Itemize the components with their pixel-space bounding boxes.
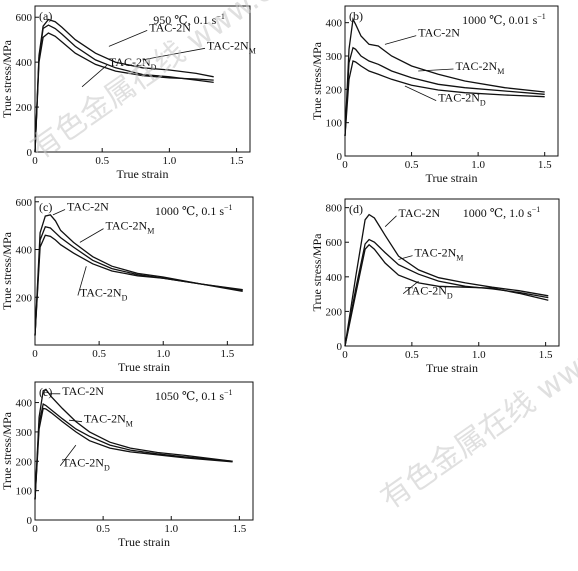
plot-frame	[345, 199, 559, 346]
y-axis-label: True stress/MPa	[0, 231, 14, 310]
panel-label: (e)	[39, 385, 52, 399]
label-leader	[53, 210, 65, 215]
label-leader	[109, 30, 147, 46]
x-tick-label: 1.5	[539, 349, 553, 361]
y-tick-label: 0	[337, 341, 343, 353]
y-tick-label: 400	[16, 245, 33, 257]
series-line-TAC-2ND	[35, 235, 243, 335]
x-tick-label: 1.5	[220, 348, 234, 360]
series-label-TAC-2N: TAC-2N	[399, 206, 441, 220]
condition-label: 1000 ℃, 0.1 s−1	[155, 203, 233, 218]
y-tick-label: 200	[16, 456, 33, 468]
series-line-TAC-2ND	[35, 408, 233, 499]
series-label-TAC-2NM: TAC-2NM	[84, 412, 133, 429]
condition-label: 1000 ℃, 0.01 s−1	[462, 12, 546, 27]
y-tick-label: 100	[16, 486, 33, 498]
series-label-TAC-2ND: TAC-2ND	[80, 285, 128, 302]
chart-panel-d: 0 0.5 1.0 1.5 0 200 400 600 800 True strain True s…	[310, 199, 559, 375]
y-tick-label: 400	[16, 398, 33, 410]
y-axis-label: True stress/MPa	[0, 39, 14, 118]
series-label-TAC-2ND: TAC-2ND	[405, 284, 453, 301]
x-tick-label: 1.0	[164, 523, 178, 535]
x-tick-label: 0.5	[96, 523, 110, 535]
series-label-TAC-2NM: TAC-2NM	[106, 219, 155, 236]
x-axis-label: True strain	[118, 535, 170, 549]
y-tick-label: 300	[326, 51, 343, 63]
y-axis-label: True stress/MPa	[310, 233, 324, 312]
series-line-TAC-2N	[35, 389, 233, 499]
y-tick-label: 200	[326, 84, 343, 96]
x-tick-label: 1.5	[230, 155, 244, 167]
y-tick-label: 400	[326, 18, 343, 30]
panel-label: (b)	[349, 9, 363, 23]
y-tick-label: 600	[16, 197, 33, 209]
x-axis-label: True strain	[426, 361, 478, 375]
y-tick-label: 400	[16, 57, 33, 69]
y-tick-label: 600	[326, 237, 343, 249]
y-tick-label: 400	[326, 272, 343, 284]
x-tick-label: 0	[342, 349, 348, 361]
x-tick-label: 0.5	[405, 349, 419, 361]
series-label-TAC-2ND: TAC-2ND	[438, 91, 486, 108]
y-axis-label: True stress/MPa	[0, 411, 14, 490]
series-line-TAC-2NM	[35, 227, 243, 336]
x-tick-label: 1.0	[163, 155, 177, 167]
label-leader	[385, 36, 416, 45]
series-label-TAC-2N: TAC-2N	[62, 384, 104, 398]
y-tick-label: 100	[326, 118, 343, 130]
y-tick-label: 200	[326, 306, 343, 318]
x-axis-label: True strain	[118, 360, 170, 374]
x-tick-label: 0.5	[405, 159, 419, 171]
y-tick-label: 800	[326, 203, 343, 215]
series-label-TAC-2NM: TAC-2NM	[415, 246, 464, 263]
series-label-TAC-2ND: TAC-2ND	[62, 456, 110, 473]
panel-label: (d)	[349, 202, 363, 216]
x-tick-label: 1.5	[538, 159, 552, 171]
x-tick-label: 1.0	[156, 348, 170, 360]
series-label-TAC-2NM: TAC-2NM	[455, 59, 504, 76]
x-tick-label: 0	[32, 348, 38, 360]
y-axis-label: True stress/MPa	[310, 41, 324, 120]
condition-label: 1000 ℃, 1.0 s−1	[463, 205, 541, 220]
chart-panel-b: 0 0.5 1.0 1.5 0 100 200 300 400 True strain True s…	[310, 6, 558, 185]
x-tick-label: 0	[342, 159, 348, 171]
x-axis-label: True strain	[117, 167, 169, 181]
condition-label: 1050 ℃, 0.1 s−1	[155, 388, 233, 403]
x-tick-label: 1.0	[471, 159, 485, 171]
panel-label: (a)	[39, 9, 52, 23]
y-tick-label: 200	[16, 102, 33, 114]
series-label-TAC-2N: TAC-2N	[418, 26, 460, 40]
label-leader	[80, 229, 104, 243]
x-tick-label: 1.5	[233, 523, 247, 535]
series-line-TAC-2N	[345, 215, 548, 346]
watermark: 有色金属在线 www.cnnmol.com	[25, 0, 417, 167]
y-tick-label: 0	[337, 151, 343, 163]
x-tick-label: 0	[32, 523, 38, 535]
label-leader	[385, 216, 396, 227]
chart-panel-c: 0 0.5 1.0 1.5 200 400 600 True strain True stres…	[0, 197, 253, 374]
x-tick-label: 0.5	[95, 155, 109, 167]
panel-label: (c)	[39, 200, 52, 214]
x-tick-label: 1.0	[472, 349, 486, 361]
chart-panel-e: 0 0.5 1.0 1.5 0 100 200 300 400 True strain True s…	[0, 382, 253, 549]
series-label-TAC-2N: TAC-2N	[67, 200, 109, 214]
y-tick-label: 600	[16, 12, 33, 24]
x-axis-label: True strain	[426, 171, 478, 185]
x-tick-label: 0.5	[92, 348, 106, 360]
y-tick-label: 0	[27, 515, 33, 527]
y-tick-label: 200	[16, 292, 33, 304]
y-tick-label: 300	[16, 427, 33, 439]
